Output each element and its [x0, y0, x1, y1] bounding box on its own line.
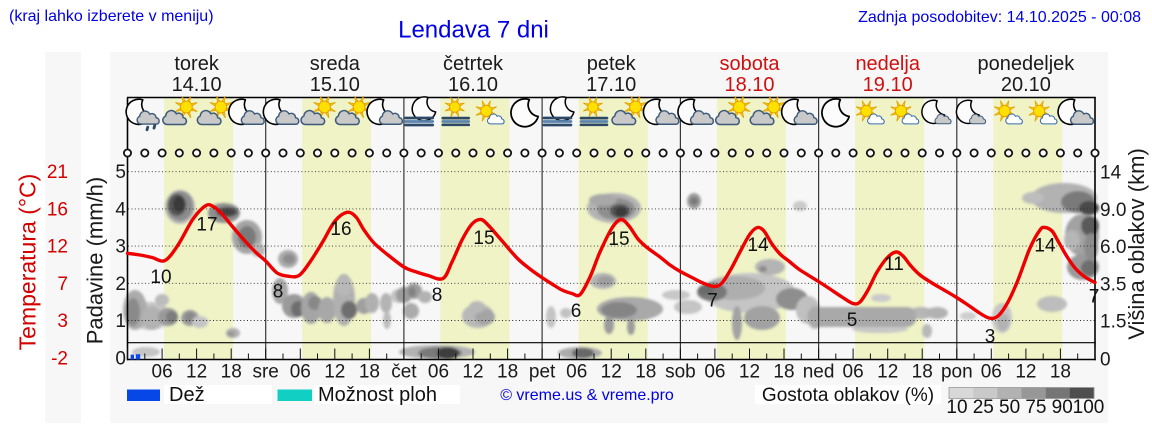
svg-text:15: 15: [608, 229, 629, 250]
svg-text:16.10: 16.10: [448, 74, 498, 96]
svg-text:75: 75: [1025, 397, 1046, 418]
svg-text:10: 10: [150, 267, 171, 288]
svg-text:čet: čet: [391, 361, 417, 382]
svg-text:15: 15: [473, 228, 494, 249]
svg-text:ned: ned: [803, 361, 835, 382]
svg-text:7: 7: [57, 274, 68, 295]
svg-text:12: 12: [186, 361, 207, 382]
svg-text:25: 25: [973, 397, 994, 418]
svg-text:četrtek: četrtek: [443, 53, 504, 75]
svg-text:100: 100: [1073, 397, 1105, 418]
svg-text:50: 50: [999, 397, 1020, 418]
svg-text:18.10: 18.10: [724, 74, 774, 96]
svg-text:20.10: 20.10: [1001, 74, 1051, 96]
svg-text:18: 18: [1050, 361, 1071, 382]
svg-text:sob: sob: [665, 361, 696, 382]
svg-text:Zadnja posodobitev: 14.10.2025: Zadnja posodobitev: 14.10.2025 - 00:08: [858, 9, 1141, 26]
svg-text:21: 21: [47, 162, 68, 183]
svg-text:11: 11: [884, 254, 904, 275]
svg-text:06: 06: [428, 361, 449, 382]
svg-text:torek: torek: [174, 53, 219, 75]
svg-text:18: 18: [635, 361, 656, 382]
svg-text:Možnost ploh: Možnost ploh: [318, 384, 437, 406]
svg-text:nedelja: nedelja: [855, 53, 920, 75]
svg-text:sreda: sreda: [310, 53, 361, 75]
svg-text:Padavine (mm/h): Padavine (mm/h): [83, 177, 108, 345]
svg-text:06: 06: [152, 361, 173, 382]
svg-text:Višina oblakov (km): Višina oblakov (km): [1124, 148, 1149, 340]
svg-text:18: 18: [773, 361, 794, 382]
svg-text:14: 14: [1034, 236, 1056, 257]
svg-text:12: 12: [877, 361, 898, 382]
svg-text:5: 5: [115, 162, 126, 183]
svg-text:10: 10: [946, 397, 967, 418]
svg-text:petek: petek: [587, 53, 637, 75]
svg-text:sobota: sobota: [719, 53, 780, 75]
svg-text:18: 18: [912, 361, 933, 382]
svg-text:18: 18: [359, 361, 380, 382]
svg-text:sre: sre: [252, 361, 278, 382]
svg-text:Gostota oblakov (%): Gostota oblakov (%): [762, 385, 934, 406]
svg-text:0: 0: [115, 349, 126, 370]
svg-text:ponedeljek: ponedeljek: [978, 53, 1076, 75]
svg-text:12: 12: [739, 361, 760, 382]
svg-text:15.10: 15.10: [310, 74, 360, 96]
svg-text:2: 2: [115, 274, 126, 295]
svg-text:17: 17: [196, 215, 217, 236]
svg-text:3.5: 3.5: [1100, 274, 1126, 295]
svg-text:16: 16: [330, 219, 351, 240]
svg-text:1.5: 1.5: [1100, 312, 1126, 333]
svg-text:3: 3: [57, 311, 68, 332]
svg-text:Dež: Dež: [169, 384, 205, 406]
svg-text:14: 14: [747, 235, 769, 256]
svg-text:5: 5: [847, 310, 858, 331]
svg-text:18: 18: [221, 361, 242, 382]
svg-text:3: 3: [115, 237, 126, 258]
svg-text:12: 12: [47, 237, 68, 258]
svg-text:-2: -2: [51, 349, 68, 370]
svg-text:Temperatura (°C): Temperatura (°C): [15, 174, 41, 351]
svg-text:19.10: 19.10: [863, 74, 913, 96]
svg-text:pon: pon: [941, 361, 973, 382]
svg-text:16: 16: [47, 199, 68, 220]
svg-text:0: 0: [1100, 350, 1111, 371]
svg-text:7: 7: [1089, 287, 1100, 308]
svg-text:17.10: 17.10: [586, 74, 636, 96]
svg-text:7: 7: [707, 291, 718, 312]
svg-text:8: 8: [432, 285, 443, 306]
svg-text:© vreme.us & vreme.pro: © vreme.us & vreme.pro: [500, 387, 674, 404]
svg-text:12: 12: [324, 361, 345, 382]
svg-text:06: 06: [566, 361, 587, 382]
svg-text:6: 6: [571, 301, 582, 322]
svg-text:06: 06: [843, 361, 864, 382]
svg-text:06: 06: [981, 361, 1002, 382]
svg-text:12: 12: [1015, 361, 1036, 382]
svg-text:12: 12: [601, 361, 622, 382]
svg-text:90: 90: [1052, 397, 1073, 418]
svg-text:06: 06: [704, 361, 725, 382]
svg-text:06: 06: [290, 361, 311, 382]
svg-text:18: 18: [497, 361, 518, 382]
svg-text:12: 12: [462, 361, 483, 382]
svg-text:8: 8: [273, 282, 284, 303]
svg-text:(kraj lahko izberete v meniju): (kraj lahko izberete v meniju): [9, 8, 214, 25]
svg-text:3: 3: [985, 327, 996, 348]
svg-text:pet: pet: [529, 361, 556, 382]
svg-text:14: 14: [1100, 163, 1122, 184]
svg-text:6.0: 6.0: [1100, 237, 1126, 258]
svg-text:4: 4: [115, 199, 126, 220]
svg-text:1: 1: [115, 311, 126, 332]
svg-text:9.0: 9.0: [1100, 200, 1126, 221]
svg-text:Lendava 7 dni: Lendava 7 dni: [398, 17, 549, 44]
svg-text:14.10: 14.10: [172, 74, 222, 96]
